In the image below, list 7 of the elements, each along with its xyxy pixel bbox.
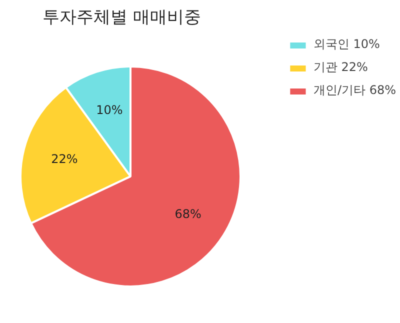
data-label: 22% [51,152,78,166]
legend-label: 기관 22% [313,59,368,76]
data-label: 10% [96,102,123,117]
data-label: 68% [174,207,202,222]
legend-label: 개인/기타 68% [313,82,396,99]
legend-label: 외국인 10% [313,36,380,53]
chart-title: 투자주체별 매매비중 [42,8,201,28]
